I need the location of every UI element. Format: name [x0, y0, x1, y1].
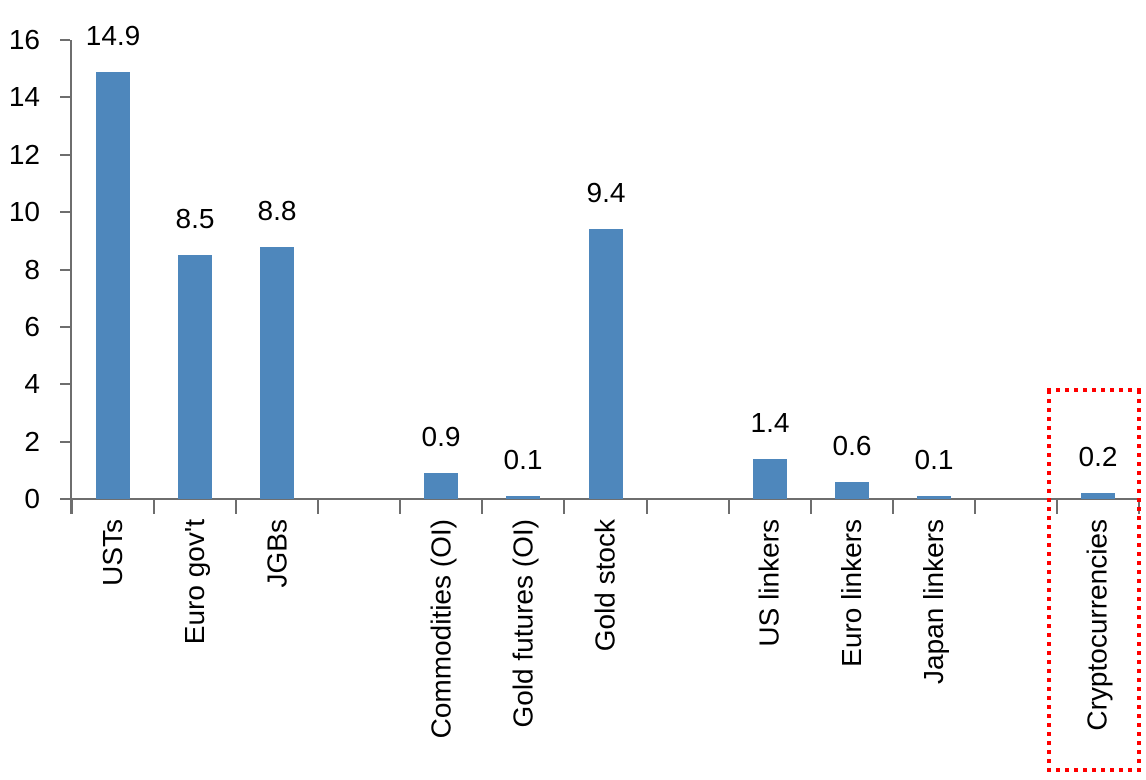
- x-axis-label-japan-linkers: Japan linkers: [917, 519, 949, 684]
- x-axis-label-gold-futures-oi: Gold futures (OI): [507, 519, 539, 728]
- y-axis-tick-8: [60, 268, 70, 271]
- x-axis-tick-9: [809, 498, 812, 514]
- y-axis-tick-label-4: 4: [24, 368, 40, 400]
- bar-gold-stock: [589, 229, 623, 499]
- value-label-euro-gov-t: 8.5: [175, 203, 215, 234]
- x-axis-tick-1: [153, 498, 156, 514]
- y-axis-tick-0: [60, 498, 70, 500]
- y-axis-tick-label-0: 0: [24, 483, 40, 514]
- highlight-box-edge-bottom: [1047, 768, 1141, 772]
- bar-euro-gov-t: [178, 255, 212, 499]
- x-axis-label-commodities-oi: Commodities (OI): [425, 519, 457, 739]
- x-axis-label-gold-stock: Gold stock: [589, 519, 621, 652]
- bar-gold-futures-oi: [506, 496, 540, 499]
- value-label-cryptocurrencies: 0.2: [1078, 441, 1118, 472]
- bar-euro-linkers: [835, 482, 869, 499]
- value-label-jgbs: 8.8: [257, 195, 297, 226]
- value-label-commodities-oi: 0.9: [421, 421, 461, 452]
- y-axis-tick-2: [60, 440, 70, 443]
- value-label-us-linkers: 1.4: [750, 407, 790, 438]
- bar-jgbs: [260, 247, 294, 499]
- x-axis-line: [70, 498, 1141, 500]
- y-axis-tick-4: [60, 383, 70, 386]
- y-axis-tick-label-10: 10: [8, 196, 40, 228]
- y-axis-tick-16: [60, 39, 70, 41]
- y-axis-tick-12: [60, 153, 70, 156]
- x-axis-label-jgbs: JGBs: [261, 519, 293, 588]
- y-axis-tick-label-16: 16: [8, 24, 40, 55]
- bar-cryptocurrencies: [1081, 493, 1115, 499]
- x-axis-tick-0: [71, 498, 73, 514]
- bar-usts: [96, 72, 130, 499]
- y-axis-tick-14: [60, 96, 70, 99]
- x-axis-tick-4: [399, 498, 402, 514]
- value-label-gold-futures-oi: 0.1: [503, 444, 543, 475]
- x-axis-label-cryptocurrencies: Cryptocurrencies: [1081, 519, 1113, 731]
- x-axis-tick-13: [1138, 498, 1140, 514]
- y-axis-tick-label-14: 14: [8, 81, 40, 113]
- x-axis-tick-2: [235, 498, 238, 514]
- y-axis-tick-label-8: 8: [24, 253, 40, 285]
- y-axis-tick-label-12: 12: [8, 138, 40, 170]
- x-axis-tick-7: [645, 498, 648, 514]
- x-axis-label-euro-gov-t: Euro gov't: [179, 519, 211, 645]
- y-axis-line: [70, 40, 72, 514]
- x-axis-tick-10: [891, 498, 894, 514]
- bar-japan-linkers: [917, 496, 951, 499]
- value-label-gold-stock: 9.4: [586, 177, 626, 208]
- x-axis-tick-11: [973, 498, 976, 514]
- y-axis-tick-label-6: 6: [24, 310, 40, 342]
- value-label-euro-linkers: 0.6: [832, 430, 872, 461]
- x-axis-tick-5: [481, 498, 484, 514]
- y-axis-tick-10: [60, 211, 70, 214]
- bar-us-linkers: [753, 459, 787, 499]
- value-label-usts: 14.9: [85, 20, 141, 51]
- x-axis-tick-8: [727, 498, 730, 514]
- x-axis-tick-6: [563, 498, 566, 514]
- x-axis-label-us-linkers: US linkers: [753, 519, 785, 647]
- x-axis-label-usts: USTs: [97, 519, 129, 586]
- y-axis-tick-6: [60, 325, 70, 328]
- highlight-box-edge-left: [1047, 388, 1051, 772]
- x-axis-label-euro-linkers: Euro linkers: [835, 519, 867, 667]
- highlight-box-edge-top: [1047, 388, 1141, 392]
- value-label-japan-linkers: 0.1: [914, 444, 954, 475]
- y-axis-tick-label-2: 2: [24, 425, 40, 457]
- x-axis-tick-12: [1055, 498, 1058, 514]
- bar-commodities-oi: [424, 473, 458, 499]
- x-axis-tick-3: [317, 498, 320, 514]
